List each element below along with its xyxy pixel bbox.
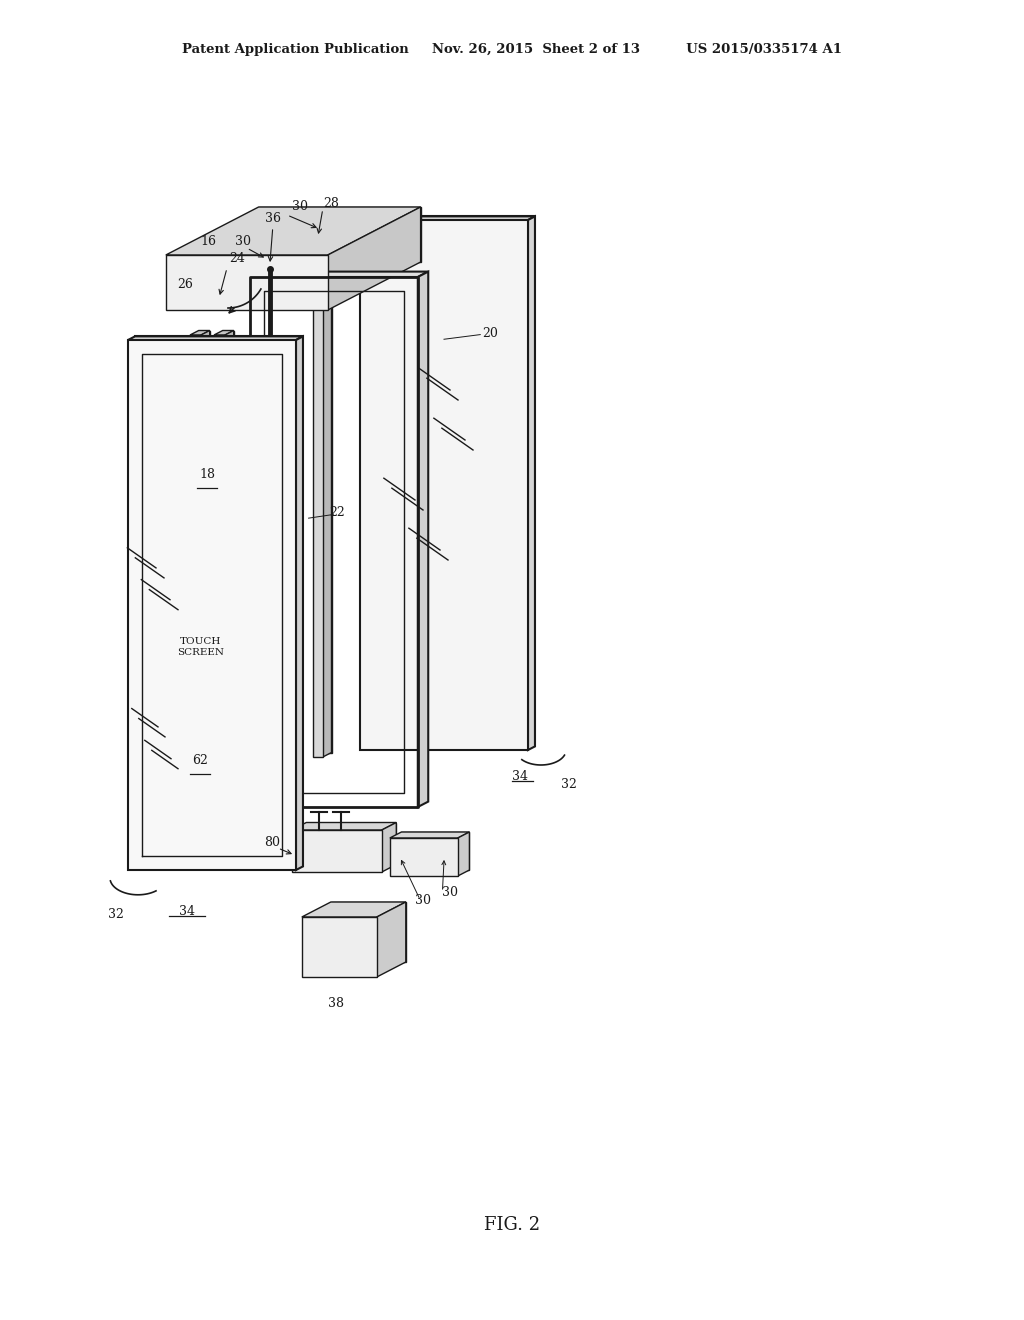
- Polygon shape: [377, 902, 406, 977]
- Text: 28: 28: [323, 197, 339, 210]
- Polygon shape: [166, 207, 421, 255]
- Text: 34: 34: [179, 906, 195, 917]
- Text: 62: 62: [193, 754, 208, 767]
- Text: 30: 30: [292, 201, 308, 213]
- Polygon shape: [259, 207, 421, 261]
- Text: TOUCH
SCREEN: TOUCH SCREEN: [177, 638, 223, 657]
- Polygon shape: [360, 216, 535, 220]
- Polygon shape: [292, 822, 396, 830]
- Polygon shape: [292, 830, 382, 873]
- Polygon shape: [382, 822, 396, 873]
- Text: 32: 32: [108, 908, 124, 921]
- Polygon shape: [302, 902, 406, 917]
- Polygon shape: [250, 272, 428, 277]
- Text: 18: 18: [199, 467, 215, 480]
- Polygon shape: [135, 337, 303, 866]
- Polygon shape: [390, 838, 458, 876]
- Polygon shape: [190, 335, 201, 814]
- Text: 30: 30: [234, 235, 251, 248]
- Polygon shape: [367, 216, 535, 746]
- Polygon shape: [302, 917, 377, 977]
- Polygon shape: [331, 902, 406, 962]
- Polygon shape: [296, 337, 303, 870]
- Polygon shape: [401, 832, 469, 870]
- Polygon shape: [418, 272, 428, 807]
- Polygon shape: [214, 335, 225, 814]
- Polygon shape: [390, 832, 469, 838]
- Text: 26: 26: [177, 279, 193, 290]
- Polygon shape: [312, 263, 332, 267]
- Text: FIG. 2: FIG. 2: [484, 1216, 540, 1234]
- Polygon shape: [128, 341, 296, 870]
- Polygon shape: [201, 330, 210, 814]
- Polygon shape: [323, 263, 332, 756]
- Text: 22: 22: [330, 506, 345, 519]
- Polygon shape: [166, 255, 328, 310]
- Text: 38: 38: [328, 997, 343, 1010]
- Polygon shape: [190, 330, 210, 335]
- Polygon shape: [312, 267, 323, 756]
- Text: Patent Application Publication     Nov. 26, 2015  Sheet 2 of 13          US 2015: Patent Application Publication Nov. 26, …: [182, 44, 842, 57]
- Text: 32: 32: [561, 777, 577, 791]
- Text: 80: 80: [264, 836, 280, 849]
- Polygon shape: [128, 337, 303, 341]
- Polygon shape: [225, 330, 233, 814]
- Text: 16: 16: [200, 235, 216, 248]
- Polygon shape: [322, 263, 332, 752]
- Polygon shape: [222, 330, 233, 810]
- Polygon shape: [360, 220, 528, 750]
- Text: 20: 20: [482, 326, 498, 339]
- Text: 24: 24: [229, 252, 245, 265]
- Polygon shape: [306, 822, 396, 865]
- Text: 34: 34: [512, 770, 528, 783]
- Polygon shape: [328, 207, 421, 310]
- Polygon shape: [458, 832, 469, 876]
- Polygon shape: [528, 216, 535, 750]
- Polygon shape: [214, 330, 233, 335]
- Text: 36: 36: [265, 213, 281, 224]
- Text: 30: 30: [442, 886, 459, 899]
- Text: 30: 30: [415, 894, 431, 907]
- Polygon shape: [199, 330, 210, 810]
